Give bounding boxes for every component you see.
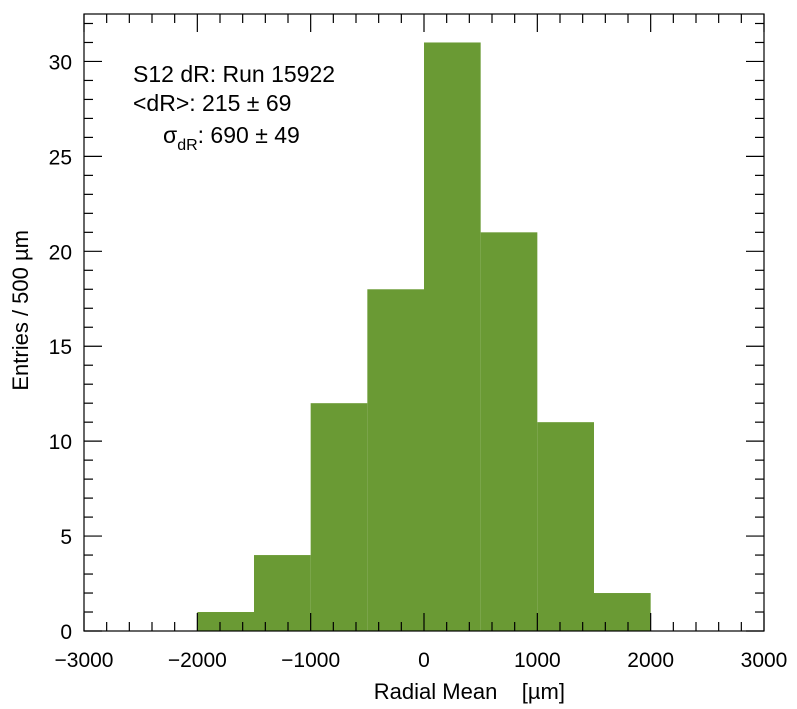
- histogram-bar: [367, 289, 424, 631]
- x-tick-label: −2000: [168, 649, 227, 672]
- histogram-bar: [254, 555, 311, 631]
- x-tick-label: 2000: [627, 649, 674, 672]
- x-tick-label: −1000: [281, 649, 340, 672]
- x-tick-label: −3000: [55, 649, 114, 672]
- x-tick-label: 1000: [514, 649, 561, 672]
- y-tick-label: 0: [60, 621, 72, 644]
- y-tick-label: 25: [49, 146, 72, 169]
- histogram-bar: [594, 593, 651, 631]
- x-tick-label: 0: [418, 649, 430, 672]
- x-tick-labels: −3000 −2000 −1000 0 1000 2000 3000: [55, 649, 788, 672]
- y-tick-label: 20: [49, 241, 72, 264]
- y-tick-label: 5: [60, 526, 72, 549]
- histogram-bar: [197, 612, 254, 631]
- x-tick-label: 3000: [741, 649, 788, 672]
- axis-ticks: [83, 14, 765, 632]
- histogram-bar: [537, 422, 594, 631]
- y-tick-labels: 0 5 10 15 20 25 30: [49, 51, 72, 644]
- y-tick-label: 15: [49, 336, 72, 359]
- x-axis-title: Radial Mean [µm]: [374, 679, 565, 704]
- y-tick-label: 10: [49, 431, 72, 454]
- y-axis-title: Entries / 500 µm: [8, 230, 33, 391]
- histogram-bar: [480, 232, 538, 632]
- annotation-mean: <dR>: 215 ± 69: [133, 90, 291, 116]
- histogram-bar: [424, 42, 481, 631]
- annotation-sigma-subscript: dR: [177, 137, 197, 154]
- annotation-sigma: σdR: 690 ± 49: [163, 122, 300, 154]
- stats-annotation: S12 dR: Run 15922 <dR>: 215 ± 69 σdR: 69…: [133, 61, 335, 154]
- histogram-bar: [310, 403, 368, 631]
- annotation-sigma-value: : 690 ± 49: [198, 122, 300, 148]
- histogram-bars: [197, 42, 651, 632]
- y-tick-label: 30: [49, 51, 72, 74]
- annotation-run: S12 dR: Run 15922: [133, 61, 335, 87]
- annotation-sigma-symbol: σ: [163, 122, 177, 148]
